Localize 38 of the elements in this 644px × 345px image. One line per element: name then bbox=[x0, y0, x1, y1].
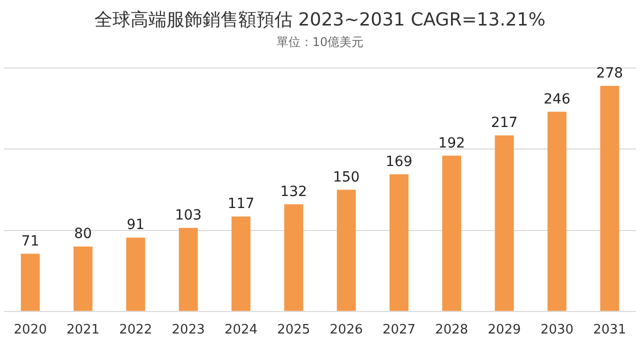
data-label: 103 bbox=[174, 207, 202, 224]
bar bbox=[390, 174, 408, 311]
data-label: 192 bbox=[438, 135, 466, 152]
x-tick-label: 2026 bbox=[330, 322, 363, 338]
data-label: 71 bbox=[21, 233, 40, 250]
bar bbox=[336, 190, 356, 311]
x-tick-label: 2029 bbox=[488, 322, 521, 338]
x-tick-label: 2020 bbox=[14, 322, 47, 338]
bar bbox=[232, 216, 250, 311]
chart-subtitle: 單位：10億美元 bbox=[276, 34, 364, 49]
data-label: 80 bbox=[74, 226, 92, 242]
data-label: 91 bbox=[126, 217, 145, 234]
data-label: 278 bbox=[596, 65, 624, 82]
x-tick-label: 2028 bbox=[435, 322, 468, 338]
x-tick-label: 2027 bbox=[382, 322, 416, 338]
data-label: 169 bbox=[386, 154, 412, 170]
x-tick-label: 2030 bbox=[540, 322, 574, 338]
x-tick-label: 2021 bbox=[66, 322, 100, 338]
bar bbox=[126, 238, 146, 311]
bar bbox=[20, 254, 40, 311]
x-tick-label: 2022 bbox=[119, 322, 152, 338]
data-label: 117 bbox=[228, 196, 254, 212]
data-label: 132 bbox=[280, 184, 308, 200]
bar bbox=[442, 156, 462, 311]
bar bbox=[494, 135, 514, 311]
x-tick-label: 2023 bbox=[172, 322, 205, 338]
data-label: 246 bbox=[544, 91, 570, 108]
data-label: 217 bbox=[490, 114, 518, 131]
bar bbox=[74, 246, 92, 311]
bar bbox=[600, 86, 620, 311]
x-tick-label: 2025 bbox=[277, 322, 310, 338]
x-tick-label: 2024 bbox=[224, 322, 258, 338]
bar bbox=[284, 204, 304, 311]
chart-title: 全球高端服飾銷售額預估 2023~2031 CAGR=13.21% bbox=[94, 9, 546, 30]
x-tick-label: 2031 bbox=[593, 322, 626, 338]
bar bbox=[178, 228, 198, 311]
data-label: 150 bbox=[332, 169, 360, 186]
bar bbox=[548, 112, 566, 311]
